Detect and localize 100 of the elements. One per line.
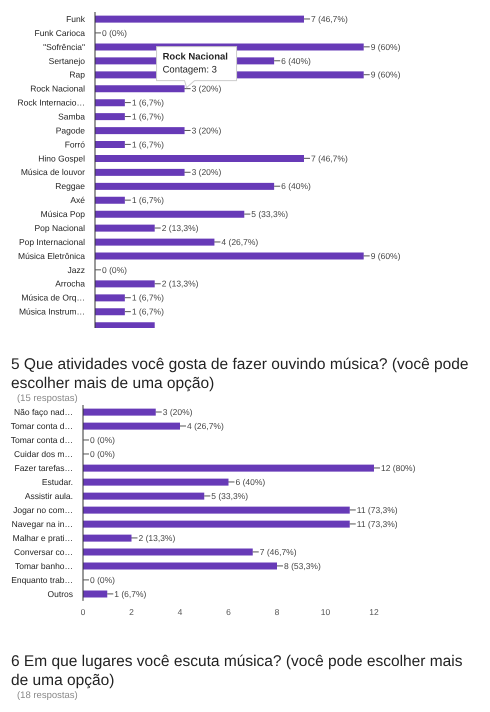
data-label: 0 (0%) [90,574,116,585]
y-tick-label: Cuidar dos m… [14,448,74,459]
y-tick-label: Funk [66,14,86,24]
data-label: 1 (6,7%) [132,139,164,150]
data-label: 4 (26,7%) [187,420,224,431]
data-label: 7 (46,7%) [310,153,348,164]
y-tick-label: Pagode [56,125,86,136]
y-tick-label: Sertanejo [48,56,86,66]
bar [95,99,125,106]
y-tick-label: Funk Carioca [34,28,86,38]
data-label: 1 (6,7%) [132,292,164,303]
y-tick-label: Tomar conta d… [10,420,74,431]
data-label: 1 (6,7%) [132,112,164,122]
y-tick-label: Não faço nad… [14,406,74,417]
data-label: 3 (20%) [192,167,222,178]
data-label: 11 (73,3%) [356,518,398,529]
bar [83,478,228,486]
bar [95,16,304,23]
y-tick-label: Rap [69,70,86,80]
chart-subtitle: (15 respostas) [16,393,79,405]
bar [95,85,185,92]
bar [83,492,204,500]
data-label: 7 (46,7%) [260,546,297,557]
data-label: 7 (46,7%) [310,14,348,24]
data-label: 2 (13,3%) [162,278,199,289]
y-tick-label: Outros [48,588,74,599]
bar [95,308,125,316]
bar [83,548,253,556]
text: (18 respostas) [16,690,79,702]
y-tick-label: Música Pop [40,209,86,220]
data-label: 0 (0%) [90,434,116,445]
bar [95,196,125,204]
y-tick-label: Estudar. [42,476,74,487]
data-label: 12 (80%) [380,462,416,473]
chart-title: 5 Que atividades você gosta de fazer ouvindo música? (você pode escolher mais de uma opção) [10,355,470,393]
data-label: 1 (6,7%) [114,588,146,599]
bar [83,408,156,416]
data-label: 6 (40%) [281,56,312,66]
data-label: 5 (33,3%) [251,209,288,220]
y-tick-label: Navegar na in… [12,518,74,529]
y-tick-label: Música Eletrônica [18,250,86,261]
x-tick-label: 8 [274,606,280,617]
bar [95,154,304,162]
bar [95,182,274,190]
y-tick-label: Assistir aula. [24,490,74,501]
y-tick-label: Pop Internacional [18,236,86,247]
bar [83,422,180,430]
y-tick-label: Pop Nacional [34,222,86,233]
y-tick-label: Hino Gospel [38,153,86,164]
bar [95,168,185,176]
data-label: 6 (40%) [281,181,312,192]
x-tick-label: 12 [369,606,379,617]
y-tick-label: Música de Orq… [21,292,85,303]
data-label: 1 (6,7%) [132,306,164,317]
bar [95,238,214,246]
y-tick-label: Malhar e prati… [12,532,74,543]
x-tick-label: 0 [80,606,86,617]
data-label: 5 (33,3%) [211,490,248,501]
data-label: 9 (60%) [370,42,401,52]
bar [95,322,155,328]
data-label: 0 (0%) [102,264,128,275]
x-tick-label: 10 [320,606,330,617]
y-tick-label: Forró [64,139,86,150]
annotation: Rock Nacional Contagem: 3 [162,52,228,76]
bar [95,113,125,120]
bar [95,294,125,302]
y-tick-label: Fazer tarefas… [14,462,74,473]
y-tick-label: Tomar banho… [14,560,74,571]
bar [83,590,108,598]
data-label: 1 (6,7%) [132,195,164,206]
bar [95,141,125,148]
bar [95,127,185,134]
data-label: 3 (20%) [192,84,222,94]
x-tick-label: 6 [226,606,232,617]
bar [95,252,364,260]
text: 6 Em que lugares você escuta música? (você pode escolher mais de uma opção) [10,652,464,690]
y-tick-label: Samba [58,112,86,122]
bar [83,464,374,472]
y-tick-label: Enquanto trab… [11,574,74,585]
y-tick-label: Rock Internacio… [18,98,85,108]
bar [95,280,155,288]
data-label: 2 (13,3%) [138,532,176,543]
y-tick-label: Música Instrum… [18,306,85,317]
data-label: 4 (26,7%) [221,236,258,247]
data-label: 9 (60%) [370,70,401,80]
y-tick-label: Reggae [55,181,86,192]
data-label: 3 (20%) [192,125,222,136]
y-tick-label: Tomar conta d… [10,434,74,445]
bar [95,210,244,218]
y-tick-label: Axé [70,195,86,206]
y-tick-label: Jogar no com… [13,504,74,515]
y-tick-label: Arrocha [55,278,86,289]
data-label: 0 (0%) [90,448,116,459]
y-tick-label: Conversar co… [14,546,74,557]
data-label: 6 (40%) [236,476,266,487]
y-tick-label: Rock Nacional [30,84,86,94]
data-label: 2 (13,3%) [162,222,199,233]
data-label: 11 (73,3%) [356,504,398,515]
data-label: 0 (0%) [102,28,128,38]
y-tick-label: Música de louvor [20,167,86,178]
